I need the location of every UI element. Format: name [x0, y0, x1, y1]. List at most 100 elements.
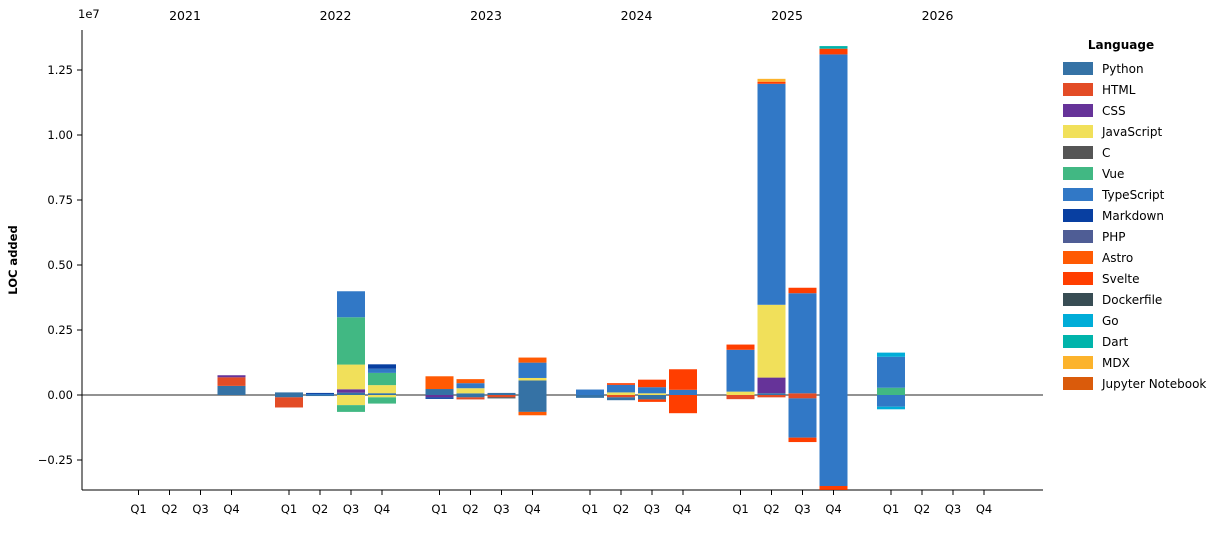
legend-entry-typescript: TypeScript [1056, 184, 1226, 205]
legend-swatch [1063, 272, 1093, 285]
quarter-label: Q2 [462, 502, 478, 516]
quarter-label: Q1 [431, 502, 447, 516]
quarter-label: Q1 [130, 502, 146, 516]
bar-segment-astro [518, 411, 547, 416]
legend-swatch [1063, 167, 1093, 180]
bar-segment-svelte [819, 486, 848, 490]
bar-segment-astro [456, 379, 485, 384]
quarter-label: Q2 [161, 502, 177, 516]
bar-segment-typescript [877, 395, 905, 407]
legend-swatch [1063, 83, 1093, 96]
bar-segment-javascript [456, 388, 485, 394]
legend-entry-dockerfile: Dockerfile [1056, 289, 1226, 310]
legend-entry-markdown: Markdown [1056, 205, 1226, 226]
bar-segment-markdown [425, 397, 454, 399]
bar-segment-typescript [306, 393, 334, 395]
bar-segment-typescript [638, 387, 666, 394]
legend-entry-dart: Dart [1056, 331, 1226, 352]
bar-segment-python [487, 392, 516, 395]
y-tick-label: 0.75 [47, 193, 73, 207]
bar-segment-svelte [757, 81, 786, 84]
legend-label: Jupyter Notebook [1102, 376, 1207, 391]
quarter-label: Q4 [825, 502, 841, 516]
bar-segment-python [607, 397, 635, 401]
legend-label: CSS [1102, 103, 1126, 118]
bar-segment-go [877, 406, 905, 410]
quarter-label: Q2 [763, 502, 779, 516]
legend-swatch [1063, 104, 1093, 117]
bar-segment-typescript [788, 293, 817, 394]
quarter-label: Q1 [732, 502, 748, 516]
bar-segment-typescript [607, 384, 635, 393]
quarter-label: Q4 [675, 502, 691, 516]
bar-segment-python [518, 380, 547, 395]
year-label: 2023 [470, 8, 502, 23]
legend-swatch [1063, 146, 1093, 159]
bar-segment-python [306, 395, 334, 397]
y-tick-label: 0.00 [47, 388, 73, 402]
year-label: 2026 [922, 8, 954, 23]
legend-title: Language [1087, 38, 1155, 52]
year-label: 2022 [320, 8, 352, 23]
legend-entry-go: Go [1056, 310, 1226, 331]
bar-segment-html [726, 395, 755, 400]
legend-label: Dockerfile [1102, 292, 1163, 307]
legend-swatch [1063, 209, 1093, 222]
bar-segment-python [518, 395, 547, 412]
bar-segment-typescript [819, 395, 848, 486]
bar-segment-html [607, 395, 635, 398]
bar-segment-html [757, 395, 786, 398]
quarter-label: Q4 [524, 502, 540, 516]
y-tick-label: 0.50 [47, 258, 73, 272]
quarter-label: Q4 [374, 502, 390, 516]
bar-segment-typescript [726, 349, 755, 392]
bar-segment-mdx [757, 78, 786, 82]
bar-segment-typescript [456, 383, 485, 389]
quarter-label: Q2 [914, 502, 930, 516]
legend-entry-c: C [1056, 142, 1226, 163]
y-axis-offset-label: 1e7 [78, 7, 100, 21]
bar-segment-python [275, 395, 303, 398]
bar-segment-typescript [788, 398, 817, 438]
legend-entry-svelte: Svelte [1056, 268, 1226, 289]
legend-entry-php: PHP [1056, 226, 1226, 247]
y-tick-label: 0.25 [47, 323, 73, 337]
bar-segment-python [757, 393, 786, 395]
bar-segment-svelte [726, 344, 755, 350]
legend-label: Astro [1102, 250, 1134, 265]
legend-entry-css: CSS [1056, 100, 1226, 121]
y-tick-label: −0.25 [38, 453, 73, 467]
bar-segment-typescript [368, 368, 396, 373]
bar-segment-astro [425, 376, 454, 390]
y-tick-label: 1.25 [47, 63, 73, 77]
bar-segment-svelte [607, 383, 635, 385]
bar-segment-javascript [518, 377, 547, 381]
legend-swatch [1063, 230, 1093, 243]
legend-swatch [1063, 377, 1093, 390]
bar-segment-python [456, 393, 485, 395]
bar-segment-javascript [368, 385, 396, 394]
bar-segment-svelte [669, 395, 697, 414]
bar-segment-markdown [306, 392, 334, 394]
bar-segment-css [337, 389, 365, 393]
legend-swatch [1063, 314, 1093, 327]
bar-segment-javascript [337, 364, 365, 390]
bar-segment-typescript [877, 356, 905, 388]
bar-segment-python [337, 392, 365, 395]
bar-segment-html [788, 393, 817, 395]
bar-segment-javascript [726, 391, 755, 395]
legend-entry-python: Python [1056, 58, 1226, 79]
legend-entry-vue: Vue [1056, 163, 1226, 184]
bar-segment-python [275, 392, 303, 395]
year-label: 2024 [621, 8, 653, 23]
legend-entry-html: HTML [1056, 79, 1226, 100]
bar-segment-html [788, 395, 817, 399]
quarter-label: Q3 [493, 502, 509, 516]
legend-swatch [1063, 356, 1093, 369]
bar-segment-python [638, 395, 666, 400]
year-label: 2021 [169, 8, 201, 23]
bar-segment-javascript [638, 393, 666, 395]
legend-swatch [1063, 293, 1093, 306]
bar-segment-svelte [638, 379, 666, 388]
bar-segment-dart [819, 46, 848, 49]
